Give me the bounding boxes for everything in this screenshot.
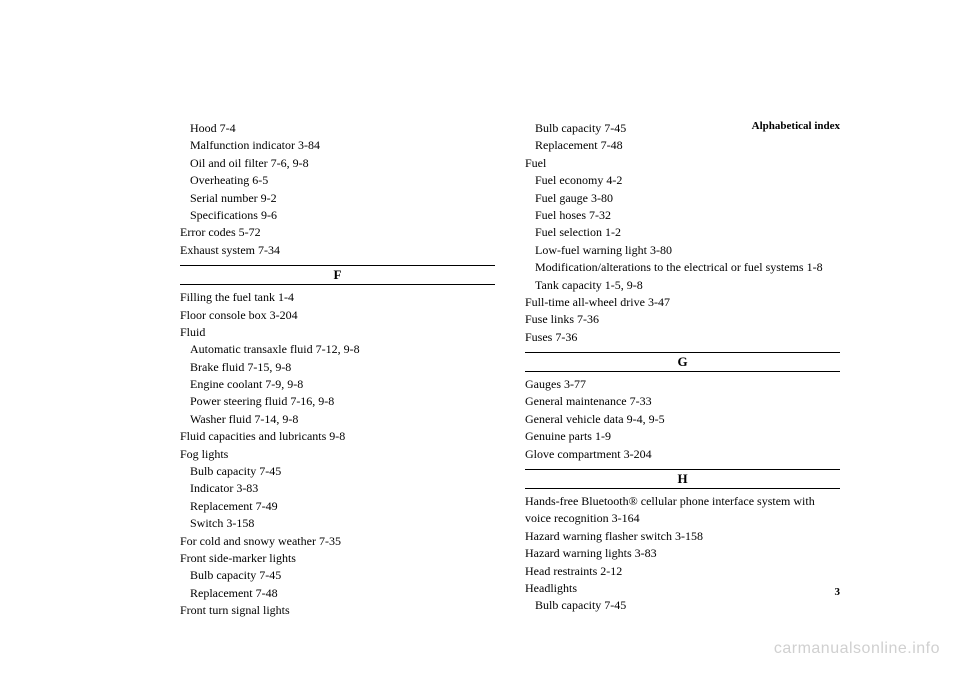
section-heading: F <box>180 265 495 285</box>
index-entry: Gauges 3-77 <box>525 376 840 393</box>
index-entry: Fuses 7-36 <box>525 329 840 346</box>
index-entry: Automatic transaxle fluid 7-12, 9-8 <box>180 341 495 358</box>
index-entry: Modification/alterations to the electric… <box>525 259 840 276</box>
index-entry: Full-time all-wheel drive 3-47 <box>525 294 840 311</box>
index-entry: Brake fluid 7-15, 9-8 <box>180 359 495 376</box>
index-entry: Floor console box 3-204 <box>180 307 495 324</box>
index-entry: Malfunction indicator 3-84 <box>180 137 495 154</box>
index-entry: Bulb capacity 7-45 <box>525 597 840 614</box>
index-entry: General maintenance 7-33 <box>525 393 840 410</box>
index-entry: Low-fuel warning light 3-80 <box>525 242 840 259</box>
index-entry: Fluid <box>180 324 495 341</box>
index-entry: Replacement 7-48 <box>180 585 495 602</box>
index-entry: Front side-marker lights <box>180 550 495 567</box>
index-entry: Power steering fluid 7-16, 9-8 <box>180 393 495 410</box>
index-entry: Front turn signal lights <box>180 602 495 619</box>
index-entry: Fuel economy 4-2 <box>525 172 840 189</box>
index-entry: Hood 7-4 <box>180 120 495 137</box>
index-entry: Tank capacity 1-5, 9-8 <box>525 277 840 294</box>
index-entry: Serial number 9-2 <box>180 190 495 207</box>
index-entry: Fuel gauge 3-80 <box>525 190 840 207</box>
index-entry: Fuse links 7-36 <box>525 311 840 328</box>
index-entry: Engine coolant 7-9, 9-8 <box>180 376 495 393</box>
left-column: Hood 7-4Malfunction indicator 3-84Oil an… <box>180 120 495 620</box>
index-entry: Genuine parts 1-9 <box>525 428 840 445</box>
index-entry: Fuel <box>525 155 840 172</box>
index-entry: Headlights <box>525 580 840 597</box>
index-entry: Bulb capacity 7-45 <box>180 567 495 584</box>
index-entry: Specifications 9-6 <box>180 207 495 224</box>
header-title: Alphabetical index <box>752 120 840 132</box>
index-entry: Fuel selection 1-2 <box>525 224 840 241</box>
index-entry: Switch 3-158 <box>180 515 495 532</box>
section-heading: G <box>525 352 840 372</box>
index-entry: Glove compartment 3-204 <box>525 446 840 463</box>
index-entry: Oil and oil filter 7-6, 9-8 <box>180 155 495 172</box>
index-entry: Overheating 6-5 <box>180 172 495 189</box>
section-heading: H <box>525 469 840 489</box>
index-entry: Fuel hoses 7-32 <box>525 207 840 224</box>
index-entry: Hazard warning lights 3-83 <box>525 545 840 562</box>
index-entry: Filling the fuel tank 1-4 <box>180 289 495 306</box>
right-column: Bulb capacity 7-45Replacement 7-48FuelFu… <box>525 120 840 620</box>
index-entry: Error codes 5-72 <box>180 224 495 241</box>
index-entry: Hazard warning flasher switch 3-158 <box>525 528 840 545</box>
index-entry: Hands-free Bluetooth® cellular phone int… <box>525 493 840 528</box>
index-entry: Indicator 3-83 <box>180 480 495 497</box>
index-entry: For cold and snowy weather 7-35 <box>180 533 495 550</box>
index-entry: Bulb capacity 7-45 <box>180 463 495 480</box>
index-entry: Fluid capacities and lubricants 9-8 <box>180 428 495 445</box>
page-content: Hood 7-4Malfunction indicator 3-84Oil an… <box>0 0 960 660</box>
index-entry: Replacement 7-48 <box>525 137 840 154</box>
index-entry: Exhaust system 7-34 <box>180 242 495 259</box>
index-entry: General vehicle data 9-4, 9-5 <box>525 411 840 428</box>
index-entry: Washer fluid 7-14, 9-8 <box>180 411 495 428</box>
index-entry: Replacement 7-49 <box>180 498 495 515</box>
index-entry: Fog lights <box>180 446 495 463</box>
index-entry: Head restraints 2-12 <box>525 563 840 580</box>
page-number: 3 <box>835 586 841 598</box>
watermark: carmanualsonline.info <box>774 640 940 658</box>
